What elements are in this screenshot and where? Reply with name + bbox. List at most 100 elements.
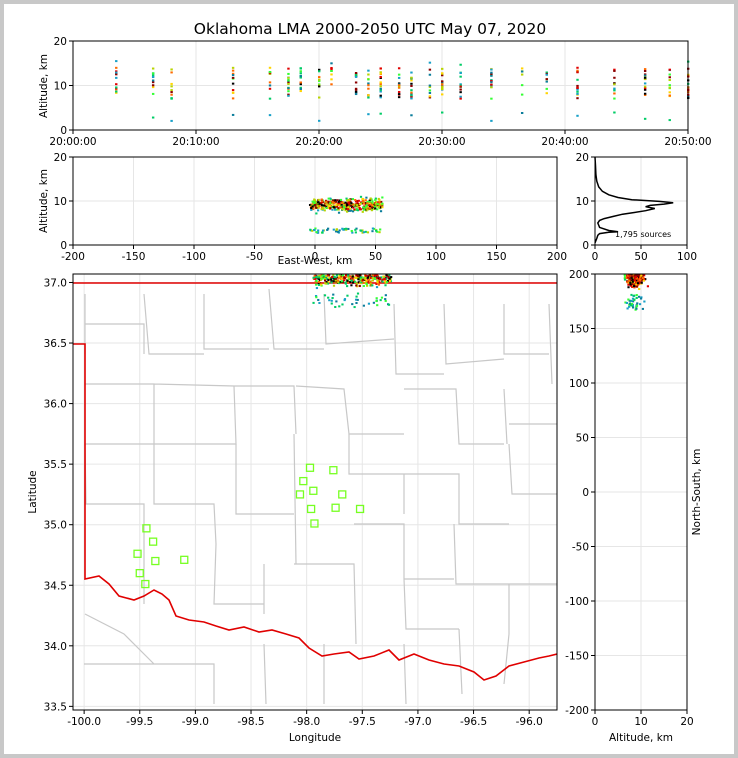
altitude-time-source xyxy=(231,97,235,100)
east-west-source xyxy=(376,230,379,233)
plan-view-source xyxy=(377,283,381,286)
altitude-time-source xyxy=(354,81,358,84)
altitude-time-source xyxy=(330,66,333,69)
east-west-source xyxy=(366,205,369,208)
east-west-source xyxy=(381,205,384,208)
east-west-source xyxy=(317,209,320,212)
east-west-source xyxy=(358,206,361,209)
east-west-source xyxy=(354,199,357,202)
east-west-source xyxy=(347,206,350,209)
east-west-source xyxy=(362,197,365,200)
east-west-source xyxy=(370,209,373,212)
station-marker xyxy=(309,486,318,495)
altitude-time-source xyxy=(643,85,647,88)
altitude-time-source xyxy=(576,92,579,95)
altitude-time-source xyxy=(643,92,647,95)
north-south-source xyxy=(639,297,643,300)
north-south-source xyxy=(632,274,636,277)
east-west-source xyxy=(314,206,317,209)
east-west-source xyxy=(381,202,384,205)
altitude-time-source xyxy=(668,94,671,97)
altitude-time-source xyxy=(268,97,272,100)
east-west-source xyxy=(345,197,348,200)
north-south-source xyxy=(631,297,635,300)
altitude-time-source xyxy=(287,90,290,93)
east-west-source xyxy=(381,206,384,209)
altitude-time-source xyxy=(318,84,321,87)
altitude-time-source xyxy=(668,76,671,79)
east-west-source xyxy=(365,196,368,199)
plan-view-source xyxy=(380,296,384,299)
east-west-source xyxy=(332,228,335,231)
altitude-time-source xyxy=(379,76,382,79)
altitude-time-source xyxy=(231,89,235,92)
north-south-source xyxy=(635,296,638,299)
east-west-source xyxy=(326,201,329,204)
station-marker xyxy=(331,503,340,512)
plan-view-source xyxy=(328,299,331,302)
east-west-source xyxy=(340,203,343,206)
east-west-source xyxy=(351,198,355,201)
plan-view-source xyxy=(362,278,365,281)
east-west-source xyxy=(362,231,365,234)
altitude-time-source xyxy=(268,71,272,74)
plan-view-source xyxy=(337,277,340,280)
east-west-source xyxy=(318,205,321,208)
north-south-source xyxy=(632,300,635,303)
altitude-time-source xyxy=(397,90,401,93)
plan-view-source xyxy=(362,285,365,288)
east-west-xlabel: East-West, km xyxy=(278,255,353,267)
histogram-y-tick: 0 xyxy=(582,240,589,252)
station-marker xyxy=(141,579,150,589)
altitude-time-source xyxy=(668,84,671,87)
plan-view-axes xyxy=(72,273,558,711)
altitude-time-source xyxy=(268,72,272,75)
north-south-source xyxy=(629,304,632,307)
north-south-source xyxy=(640,296,643,299)
plan-view-source xyxy=(351,281,355,284)
altitude-time-source xyxy=(490,71,493,74)
plan-view-source xyxy=(355,276,358,279)
altitude-time-source xyxy=(268,87,272,90)
altitude-time-source xyxy=(231,74,235,77)
altitude-time-source xyxy=(151,74,155,77)
east-west-x-tick: -200 xyxy=(61,251,85,263)
east-west-source xyxy=(351,231,354,234)
east-west-source xyxy=(342,228,345,231)
station-marker xyxy=(305,463,315,472)
county-line xyxy=(85,383,557,445)
plan-view-source xyxy=(343,277,346,280)
plan-view-source xyxy=(373,277,376,280)
altitude-time-source xyxy=(459,91,462,94)
altitude-time-source xyxy=(379,72,382,75)
north-south-source xyxy=(631,305,634,308)
east-west-source xyxy=(374,198,377,201)
north-south-source xyxy=(625,277,628,280)
plan-view-source xyxy=(384,279,387,282)
altitude-time-source xyxy=(151,76,155,79)
east-west-source xyxy=(338,229,341,232)
plan-view-source xyxy=(323,275,326,278)
altitude-time-source xyxy=(428,95,432,98)
altitude-time-source xyxy=(151,67,155,70)
north-south-source xyxy=(646,285,650,288)
plan-view-source xyxy=(334,276,337,279)
east-west-source xyxy=(371,206,374,209)
longitude-tick: -97.0 xyxy=(404,716,431,728)
plan-view-source xyxy=(318,302,321,305)
altitude-time-source xyxy=(287,82,290,85)
altitude-time-source xyxy=(115,70,118,73)
altitude-time-source xyxy=(490,72,493,75)
east-west-x-tick: -50 xyxy=(246,251,263,263)
altitude-time-source xyxy=(318,78,321,81)
east-west-source xyxy=(320,203,323,206)
altitude-time-source xyxy=(576,78,579,81)
altitude-time-source xyxy=(576,69,579,72)
longitude-tick: -98.0 xyxy=(293,716,320,728)
east-west-source xyxy=(378,203,381,206)
north-south-tick: -100 xyxy=(565,596,589,608)
altitude-time-source xyxy=(410,79,413,82)
north-south-source xyxy=(633,278,636,281)
altitude-time-source xyxy=(318,96,321,99)
state-border xyxy=(73,282,557,681)
